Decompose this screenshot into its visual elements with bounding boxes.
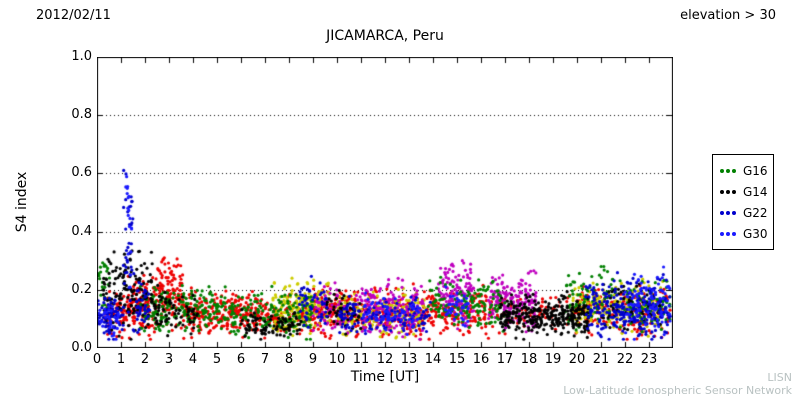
x-tick-label: 2 — [140, 352, 150, 367]
legend: G16 G14 G22 G30 — [712, 154, 774, 250]
marker-dot — [726, 189, 730, 194]
y-tick-label: 1.0 — [71, 49, 92, 64]
watermark: LISN Low-Latitude Ionospheric Sensor Net… — [563, 371, 792, 397]
x-tick-label: 14 — [424, 352, 442, 367]
legend-marker-dots — [720, 210, 738, 215]
x-tick-label: 22 — [616, 352, 634, 367]
marker-dot — [720, 210, 724, 215]
legend-item-G30: G30 — [720, 223, 773, 244]
marker-dot — [720, 168, 724, 173]
marker-dot — [720, 231, 724, 236]
legend-marker-dots — [720, 189, 738, 194]
marker-dot — [732, 189, 736, 194]
legend-item-G16: G16 — [720, 160, 773, 181]
y-axis-label: S4 index — [14, 171, 30, 233]
x-tick-label: 7 — [260, 352, 270, 367]
y-tick-label: 0.4 — [71, 223, 92, 239]
chart-title: JICAMARCA, Peru — [326, 28, 444, 44]
x-tick-label: 11 — [352, 352, 370, 367]
marker-dot — [732, 210, 736, 215]
x-tick-label: 10 — [328, 352, 346, 367]
x-tick-label: 15 — [448, 352, 466, 367]
legend-label: G16 — [743, 163, 768, 178]
elevation-filter-label: elevation > 30 — [680, 8, 776, 23]
x-tick-label: 21 — [592, 352, 610, 367]
x-tick-label: 16 — [472, 352, 490, 367]
date-label: 2012/02/11 — [36, 8, 111, 23]
marker-dot — [732, 168, 736, 173]
legend-label: G14 — [743, 184, 768, 199]
x-tick-label: 5 — [212, 352, 222, 367]
legend-label: G30 — [743, 226, 768, 241]
x-tick-label: 19 — [544, 352, 562, 367]
x-tick-label: 8 — [284, 352, 294, 367]
legend-marker-dots — [720, 231, 738, 236]
x-tick-label: 18 — [520, 352, 538, 367]
x-tick-label: 0 — [92, 352, 102, 367]
x-tick-label: 12 — [376, 352, 394, 367]
x-tick-label: 9 — [308, 352, 318, 367]
x-tick-label: 3 — [164, 352, 174, 367]
x-tick-label: 13 — [400, 352, 418, 367]
marker-dot — [726, 210, 730, 215]
watermark-acronym: LISN — [767, 371, 792, 384]
x-axis-label: Time [UT] — [350, 369, 420, 385]
y-tick-label: 0.6 — [71, 165, 92, 181]
x-tick-label: 4 — [188, 352, 198, 367]
marker-dot — [732, 231, 736, 236]
legend-label: G22 — [743, 205, 768, 220]
marker-dot — [720, 189, 724, 194]
legend-marker-dots — [720, 168, 738, 173]
x-tick-label: 6 — [236, 352, 246, 367]
legend-item-G14: G14 — [720, 181, 773, 202]
marker-dot — [726, 168, 730, 173]
x-tick-label: 20 — [568, 352, 586, 367]
y-tick-label: 0.0 — [71, 340, 92, 355]
y-tick-label: 0.8 — [71, 107, 92, 123]
y-tick-label: 0.2 — [71, 281, 92, 297]
x-tick-label: 23 — [640, 352, 658, 367]
plot-area — [97, 57, 673, 348]
legend-item-G22: G22 — [720, 202, 773, 223]
x-tick-label: 1 — [116, 352, 126, 367]
x-tick-label: 17 — [496, 352, 514, 367]
marker-dot — [726, 231, 730, 236]
watermark-fullname: Low-Latitude Ionospheric Sensor Network — [563, 384, 792, 397]
